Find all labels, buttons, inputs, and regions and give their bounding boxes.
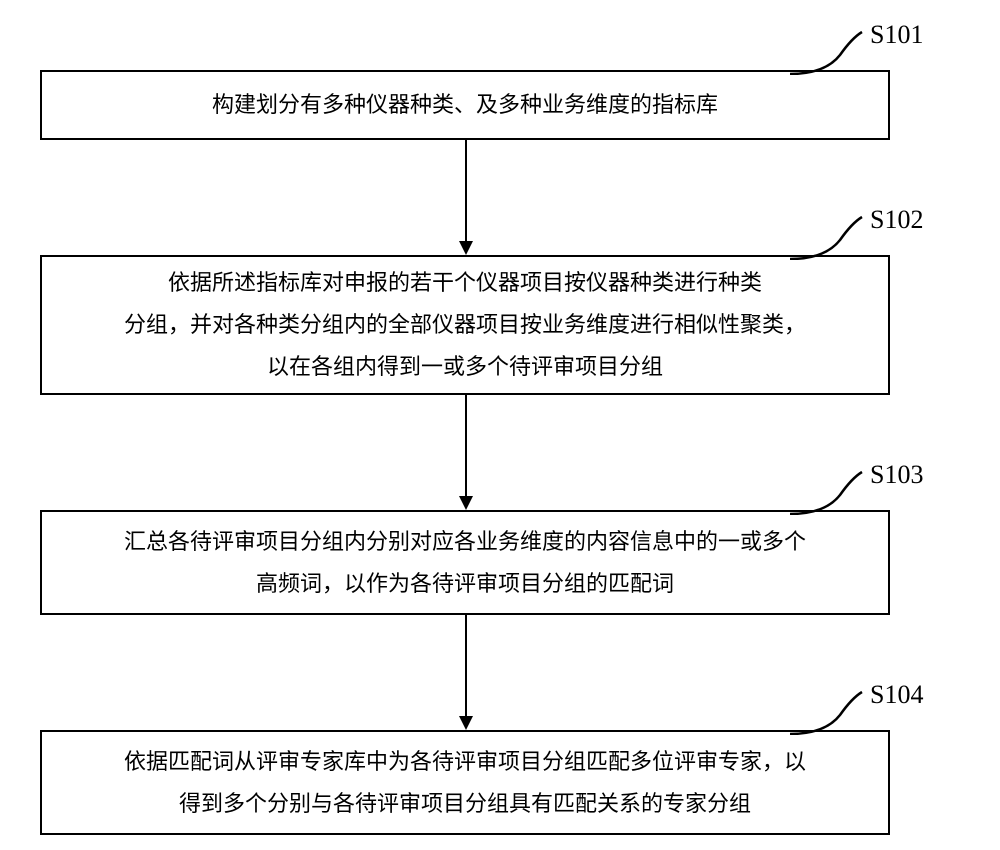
flow-step-s102: 依据所述指标库对申报的若干个仪器项目按仪器种类进行种类 分组，并对各种类分组内的…: [40, 255, 890, 395]
callout-curve-s101: [790, 30, 865, 75]
flow-step-s101: 构建划分有多种仪器种类、及多种业务维度的指标库: [40, 70, 890, 140]
step-label-s101: S101: [870, 20, 923, 50]
arrow-s103-s104: [465, 615, 467, 716]
arrow-head-icon: [459, 496, 473, 510]
arrow-head-icon: [459, 716, 473, 730]
flow-step-text: 汇总各待评审项目分组内分别对应各业务维度的内容信息中的一或多个 高频词，以作为各…: [124, 521, 806, 605]
flow-step-s104: 依据匹配词从评审专家库中为各待评审项目分组匹配多位评审专家，以 得到多个分别与各…: [40, 730, 890, 835]
step-label-s103: S103: [870, 460, 923, 490]
step-label-s102: S102: [870, 205, 923, 235]
flow-step-text: 依据所述指标库对申报的若干个仪器项目按仪器种类进行种类 分组，并对各种类分组内的…: [124, 262, 806, 387]
flow-step-text: 构建划分有多种仪器种类、及多种业务维度的指标库: [212, 84, 718, 126]
flow-step-text: 依据匹配词从评审专家库中为各待评审项目分组匹配多位评审专家，以 得到多个分别与各…: [124, 741, 806, 825]
callout-curve-s104: [790, 690, 865, 735]
arrow-s101-s102: [465, 140, 467, 241]
callout-curve-s102: [790, 215, 865, 260]
arrow-s102-s103: [465, 395, 467, 496]
arrow-head-icon: [459, 241, 473, 255]
step-label-s104: S104: [870, 680, 923, 710]
flow-step-s103: 汇总各待评审项目分组内分别对应各业务维度的内容信息中的一或多个 高频词，以作为各…: [40, 510, 890, 615]
callout-curve-s103: [790, 470, 865, 515]
